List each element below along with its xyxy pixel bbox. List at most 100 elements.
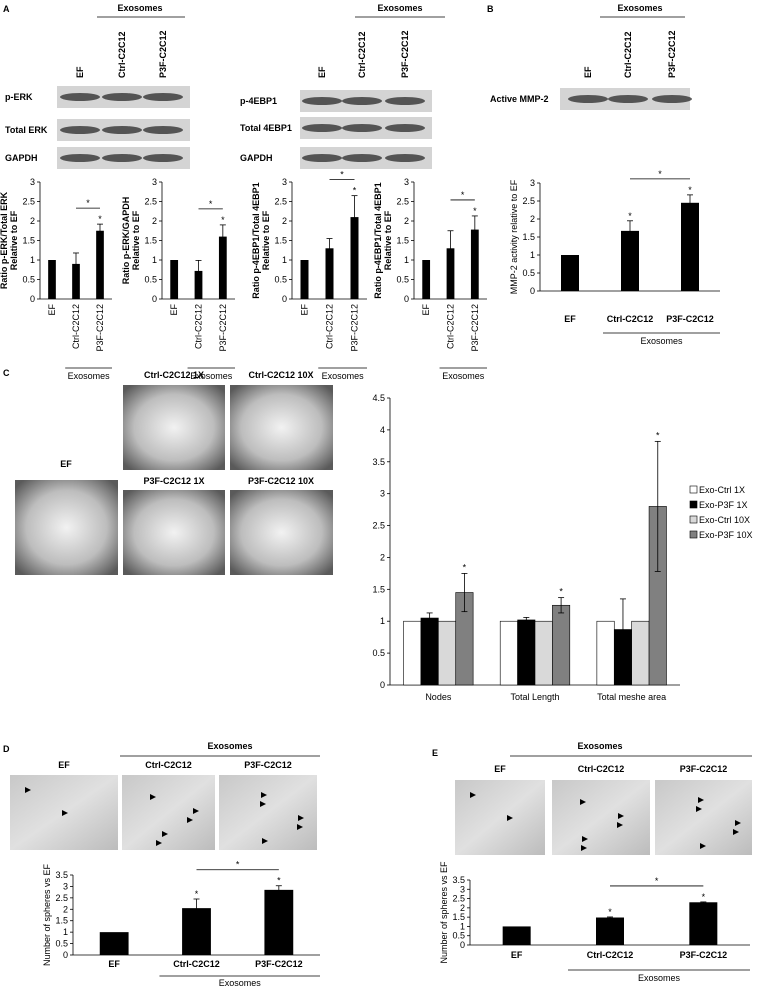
blot-band: [342, 124, 382, 132]
blot-group-label: Exosomes: [377, 3, 422, 13]
y-tick-label: 3: [63, 881, 68, 891]
bracket-star: *: [658, 169, 662, 179]
y-tick-label: 4.5: [372, 393, 385, 403]
blot-band: [60, 154, 100, 162]
arrowhead: [580, 799, 586, 805]
y-tick-label: 1: [152, 255, 157, 265]
arrowhead: [150, 794, 156, 800]
arrowhead: [297, 824, 303, 830]
x-tick-label: P3F-C2C12: [95, 304, 105, 352]
y-tick-label: 2.5: [55, 893, 68, 903]
y-tick-label: 0.5: [144, 275, 157, 285]
y-tick-label: 1.5: [452, 912, 465, 922]
blot-band: [102, 154, 142, 162]
blot-row-label: GAPDH: [5, 153, 38, 163]
blot-row-label: GAPDH: [240, 153, 273, 163]
y-tick-label: 1: [530, 250, 535, 260]
x-tick-label: Total meshe area: [597, 692, 666, 702]
bracket-star: *: [209, 199, 213, 209]
bar: [681, 202, 699, 291]
x-tick-label: P3F-C2C12: [470, 304, 480, 352]
y-tick-label: 0: [404, 294, 409, 304]
y-tick-label: 0: [380, 680, 385, 690]
blot-band: [385, 154, 425, 162]
y-axis-label: Ratio p-4EBP1/Total 4EBP1: [373, 182, 383, 298]
y-tick-label: 2: [30, 216, 35, 226]
y-tick-label: 2: [460, 903, 465, 913]
micrograph-label: P3F-C2C12 1X: [143, 476, 204, 486]
y-tick-label: 3: [282, 177, 287, 187]
blot-lane-label: P3F-C2C12: [158, 30, 168, 78]
y-axis-label: Number of spheres vs EF: [439, 861, 449, 964]
legend-label: Exo-P3F 1X: [699, 500, 748, 510]
y-tick-label: 3: [380, 489, 385, 499]
y-tick-label: 0.5: [452, 931, 465, 941]
bar: [170, 260, 179, 299]
y-tick-label: 2: [530, 214, 535, 224]
y-tick-label: 2.5: [144, 197, 157, 207]
arrowhead: [156, 840, 162, 846]
bar: [300, 260, 309, 299]
legend-swatch: [689, 515, 698, 524]
bar: [596, 620, 615, 686]
bracket-star: *: [461, 190, 465, 200]
x-tick-label: Ctrl-C2C12: [607, 314, 654, 324]
bracket-star: *: [236, 860, 240, 870]
y-tick-label: 0: [152, 294, 157, 304]
arrowhead: [470, 792, 476, 798]
y-tick-label: 2: [63, 904, 68, 914]
blot-band: [143, 126, 183, 134]
y-tick-label: 2: [404, 216, 409, 226]
blot-band: [302, 124, 342, 132]
x-tick-label: Ctrl-C2C12: [587, 950, 634, 960]
y-tick-label: 1: [282, 255, 287, 265]
bar: [596, 917, 624, 945]
blot-band: [302, 97, 342, 105]
y-tick-label: 1.5: [144, 236, 157, 246]
bar: [517, 619, 536, 686]
blot-lane-label: Ctrl-C2C12: [357, 31, 367, 78]
y-tick-label: 2.5: [274, 197, 287, 207]
legend-swatch: [689, 530, 698, 539]
y-tick-label: 1: [30, 255, 35, 265]
panel-label: C: [3, 368, 10, 378]
y-tick-label: 3: [530, 178, 535, 188]
blot-band: [385, 124, 425, 132]
bar: [194, 270, 203, 299]
blot-lane-label: Ctrl-C2C12: [623, 31, 633, 78]
arrowhead: [298, 815, 304, 821]
micrograph-label: P3F-C2C12: [244, 760, 292, 770]
x-tick-label: EF: [108, 959, 120, 969]
significance-star: *: [559, 587, 563, 597]
bar: [99, 932, 129, 955]
legend-label: Exo-P3F 10X: [699, 530, 753, 540]
y-tick-label: 2: [380, 552, 385, 562]
bar: [561, 255, 579, 291]
arrowhead: [700, 843, 706, 849]
blot-band: [60, 126, 100, 134]
panel-label: A: [3, 4, 10, 14]
significance-star: *: [688, 185, 692, 195]
y-axis-label: Relative to EF: [9, 210, 19, 270]
y-tick-label: 0.5: [22, 275, 35, 285]
blot-group-label: Exosomes: [617, 3, 662, 13]
arrowhead: [260, 801, 266, 807]
arrowhead: [261, 792, 267, 798]
x-tick-label: Ctrl-C2C12: [325, 304, 335, 349]
x-tick-label: EF: [169, 304, 179, 316]
x-tick-label: P3F-C2C12: [666, 314, 714, 324]
blot-band: [385, 97, 425, 105]
y-tick-label: 2.5: [522, 196, 535, 206]
x-tick-label: P3F-C2C12: [218, 304, 228, 352]
y-tick-label: 3: [404, 177, 409, 187]
y-tick-label: 0.5: [55, 939, 68, 949]
x-tick-label: P3F-C2C12: [255, 959, 303, 969]
x-tick-label: Total Length: [510, 692, 559, 702]
group-label: Exosomes: [442, 371, 485, 381]
y-tick-label: 0.5: [522, 268, 535, 278]
group-label: Exosomes: [68, 371, 111, 381]
blot-lane-label: P3F-C2C12: [400, 30, 410, 78]
group-label: Exosomes: [322, 371, 365, 381]
bar: [48, 260, 56, 299]
bar: [502, 926, 531, 945]
